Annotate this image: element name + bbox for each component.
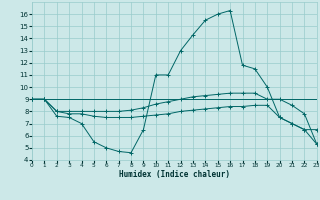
X-axis label: Humidex (Indice chaleur): Humidex (Indice chaleur) bbox=[119, 170, 230, 179]
